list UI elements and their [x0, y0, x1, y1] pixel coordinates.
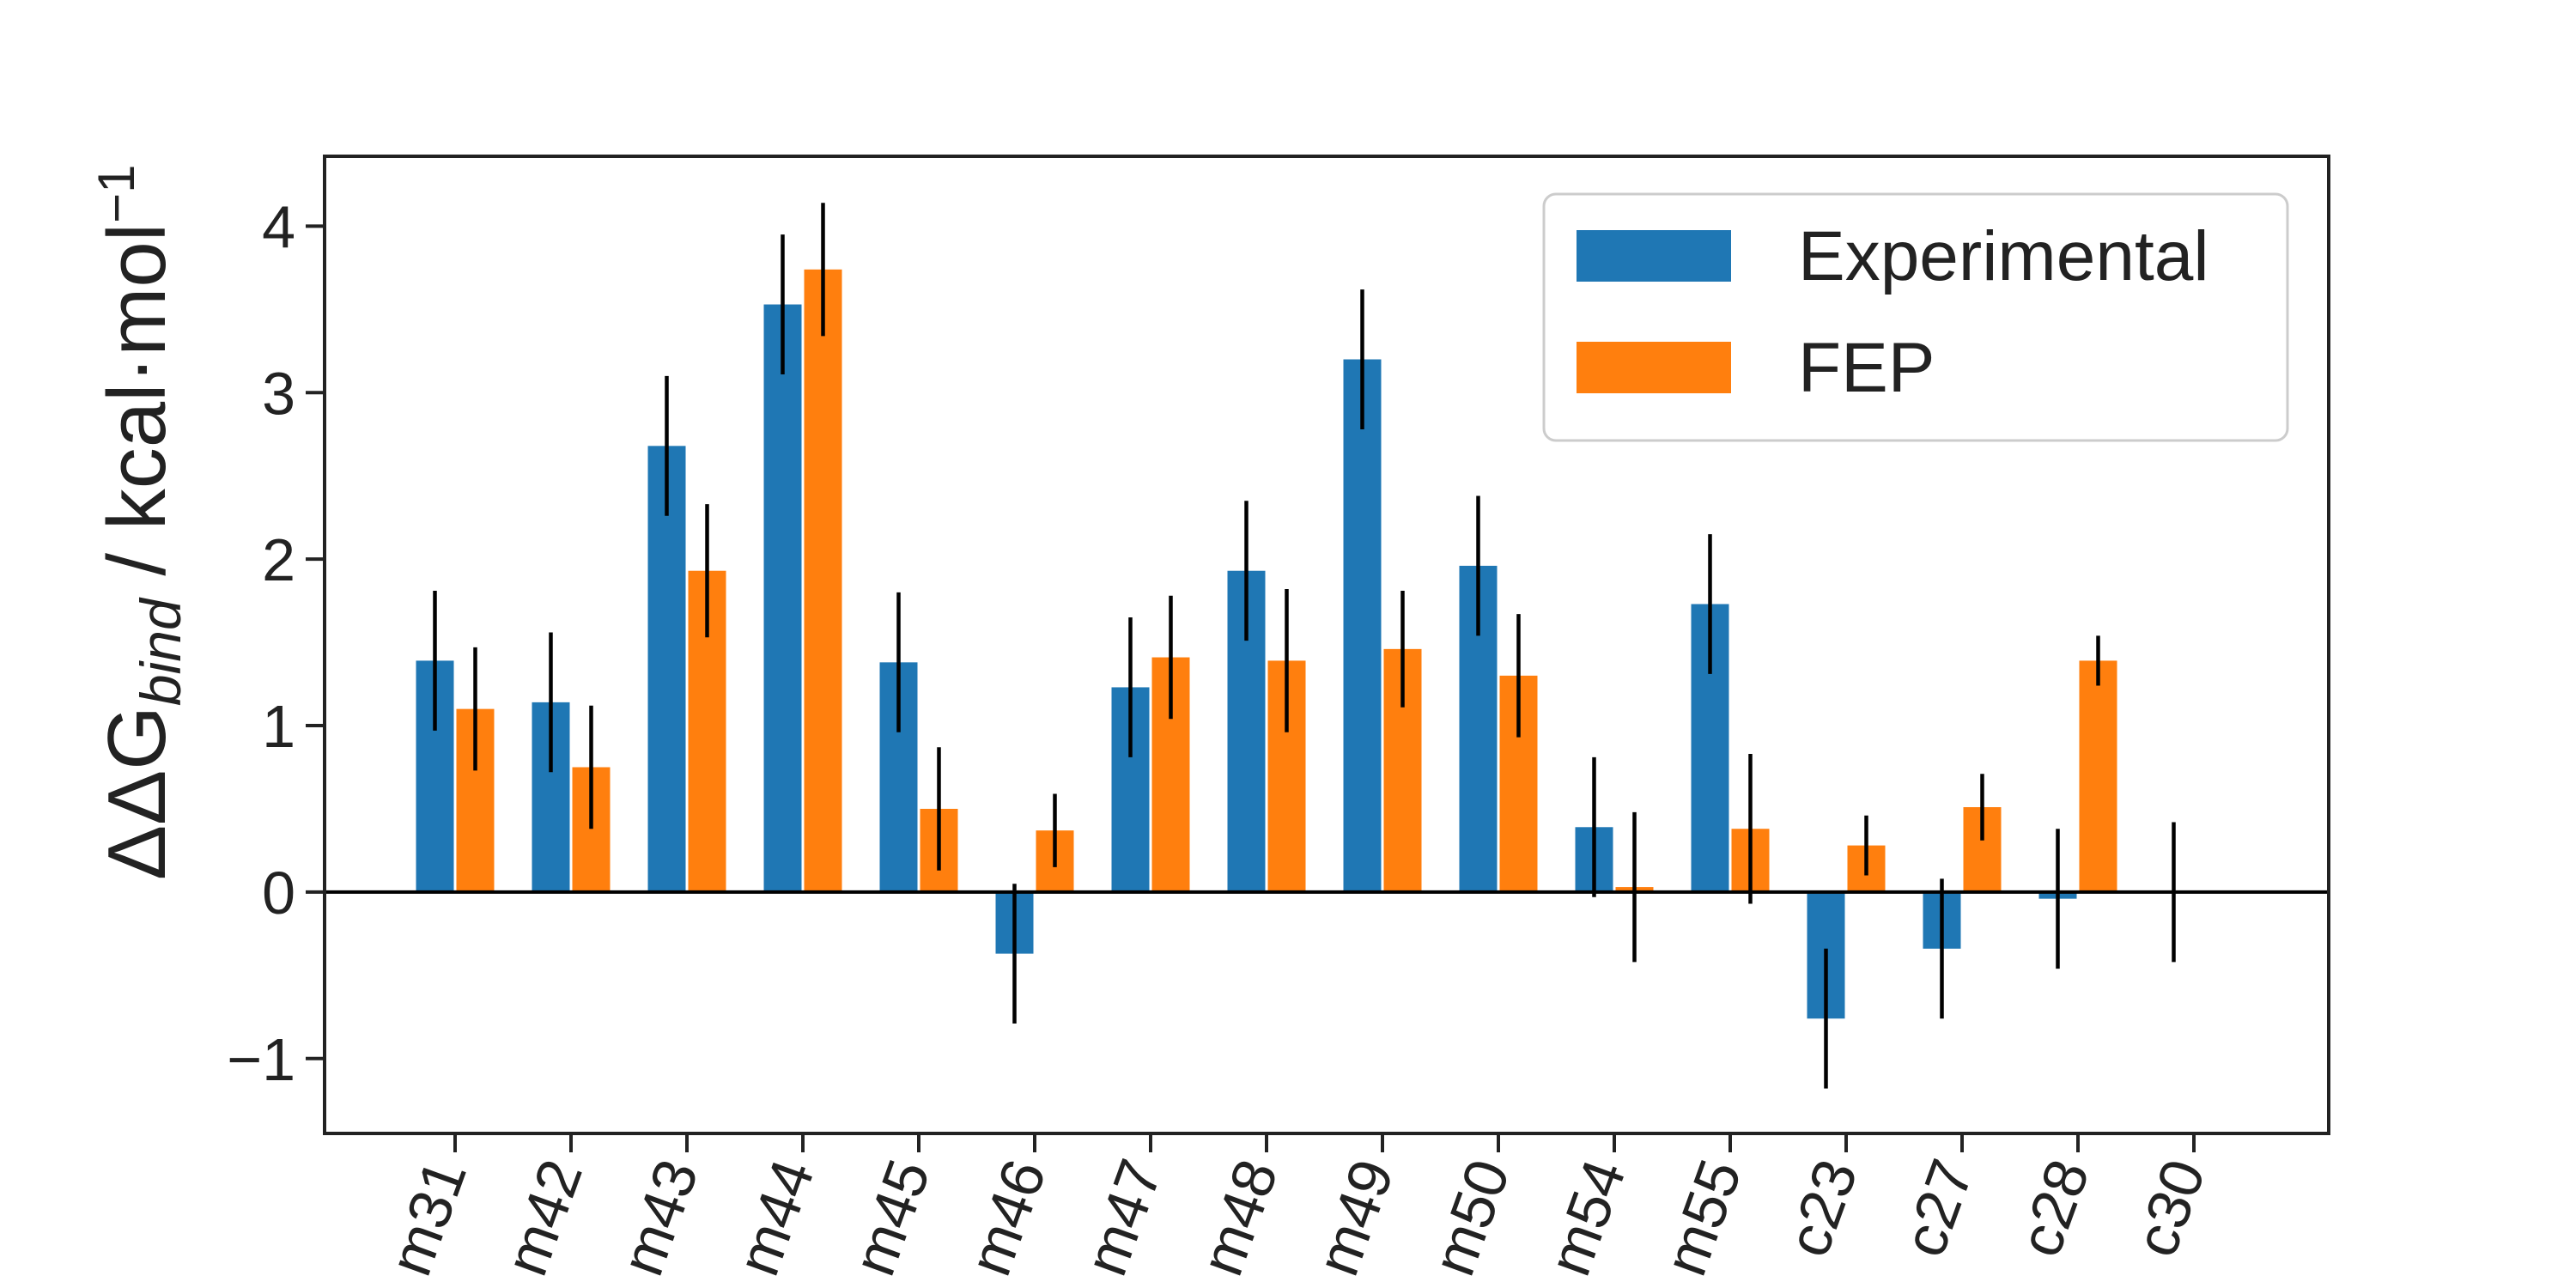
y-axis-label-units: / kcal·mol	[91, 223, 183, 598]
x-tick-label-c28: c28	[2006, 1151, 2102, 1265]
y-axis-label-subscript: bind	[129, 597, 192, 706]
x-tick-label-m43: m43	[608, 1151, 711, 1284]
y-tick-label-3: 3	[262, 360, 295, 427]
x-tick-label-m47: m47	[1072, 1151, 1175, 1284]
x-tick-label-m42: m42	[492, 1151, 595, 1284]
legend-swatch-fep	[1577, 342, 1731, 393]
bar-experimental-m43	[647, 446, 686, 892]
legend: Experimental FEP	[1542, 192, 2289, 442]
x-tick-label-m44: m44	[724, 1151, 827, 1284]
x-tick-label-m48: m48	[1188, 1151, 1291, 1284]
x-tick-label-m46: m46	[956, 1151, 1059, 1284]
bar-experimental-m49	[1343, 359, 1382, 892]
bar-fep-m44	[804, 269, 842, 892]
x-tick-label-c27: c27	[1890, 1151, 1986, 1265]
y-tick-label-2: 2	[262, 526, 295, 593]
x-tick-label-m50: m50	[1419, 1151, 1522, 1284]
bar-experimental-m44	[763, 304, 802, 892]
bar-fep-c28	[2079, 660, 2117, 892]
y-tick-label--1: −1	[227, 1026, 295, 1093]
legend-swatch-experimental	[1577, 230, 1731, 282]
y-axis-label-main: ΔΔG	[91, 706, 183, 880]
x-tick-label-m55: m55	[1651, 1151, 1754, 1284]
y-axis-label-superscript: −1	[88, 164, 145, 222]
y-tick-label-4: 4	[262, 193, 295, 260]
x-tick-label-m45: m45	[840, 1151, 943, 1284]
plot-frame	[323, 155, 2330, 1135]
bars-layer	[325, 203, 2329, 1089]
legend-label-fep: FEP	[1798, 329, 1935, 407]
x-tick-label-c30: c30	[2122, 1151, 2218, 1265]
x-tick-label-m54: m54	[1535, 1151, 1638, 1284]
x-tick-label-c23: c23	[1774, 1151, 1870, 1265]
y-axis-label: ΔΔGbind / kcal·mol−1	[88, 164, 192, 880]
x-tick-label-m31: m31	[376, 1151, 479, 1284]
x-tick-label-m49: m49	[1303, 1151, 1406, 1284]
legend-label-experimental: Experimental	[1798, 217, 2209, 295]
y-tick-label-0: 0	[262, 860, 295, 927]
y-tick-label-1: 1	[262, 693, 295, 760]
